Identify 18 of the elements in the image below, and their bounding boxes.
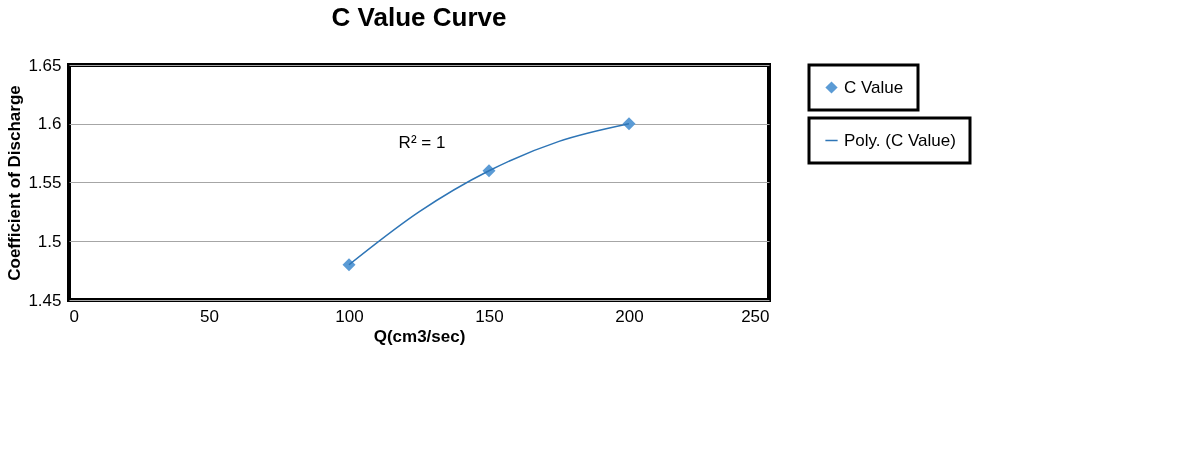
x-tick-label: 0	[69, 306, 79, 326]
x-tick-label: 200	[615, 306, 644, 326]
legend-label: C Value	[844, 77, 904, 97]
y-tick-label: 1.6	[37, 114, 62, 134]
point	[342, 258, 356, 272]
x-tick-label: 150	[475, 306, 504, 326]
annotation: R² = 1	[398, 133, 446, 152]
y-tick-label: 1.65	[28, 55, 62, 75]
legend-label: Poly. (C Value)	[844, 130, 956, 150]
x-tick-label: 50	[200, 306, 219, 326]
y-tick-label: 1.5	[37, 231, 62, 251]
x-axis-title: Q(cm3/sec)	[373, 326, 466, 346]
y-axis-title: Coefficient of Discharge	[5, 85, 25, 281]
x-tick-label: 100	[335, 306, 364, 326]
chart-title: C Value Curve	[331, 2, 507, 32]
y-tick-label: 1.45	[28, 290, 62, 310]
y-tick-label: 1.55	[28, 173, 62, 192]
x-tick-label: 250	[741, 306, 770, 326]
